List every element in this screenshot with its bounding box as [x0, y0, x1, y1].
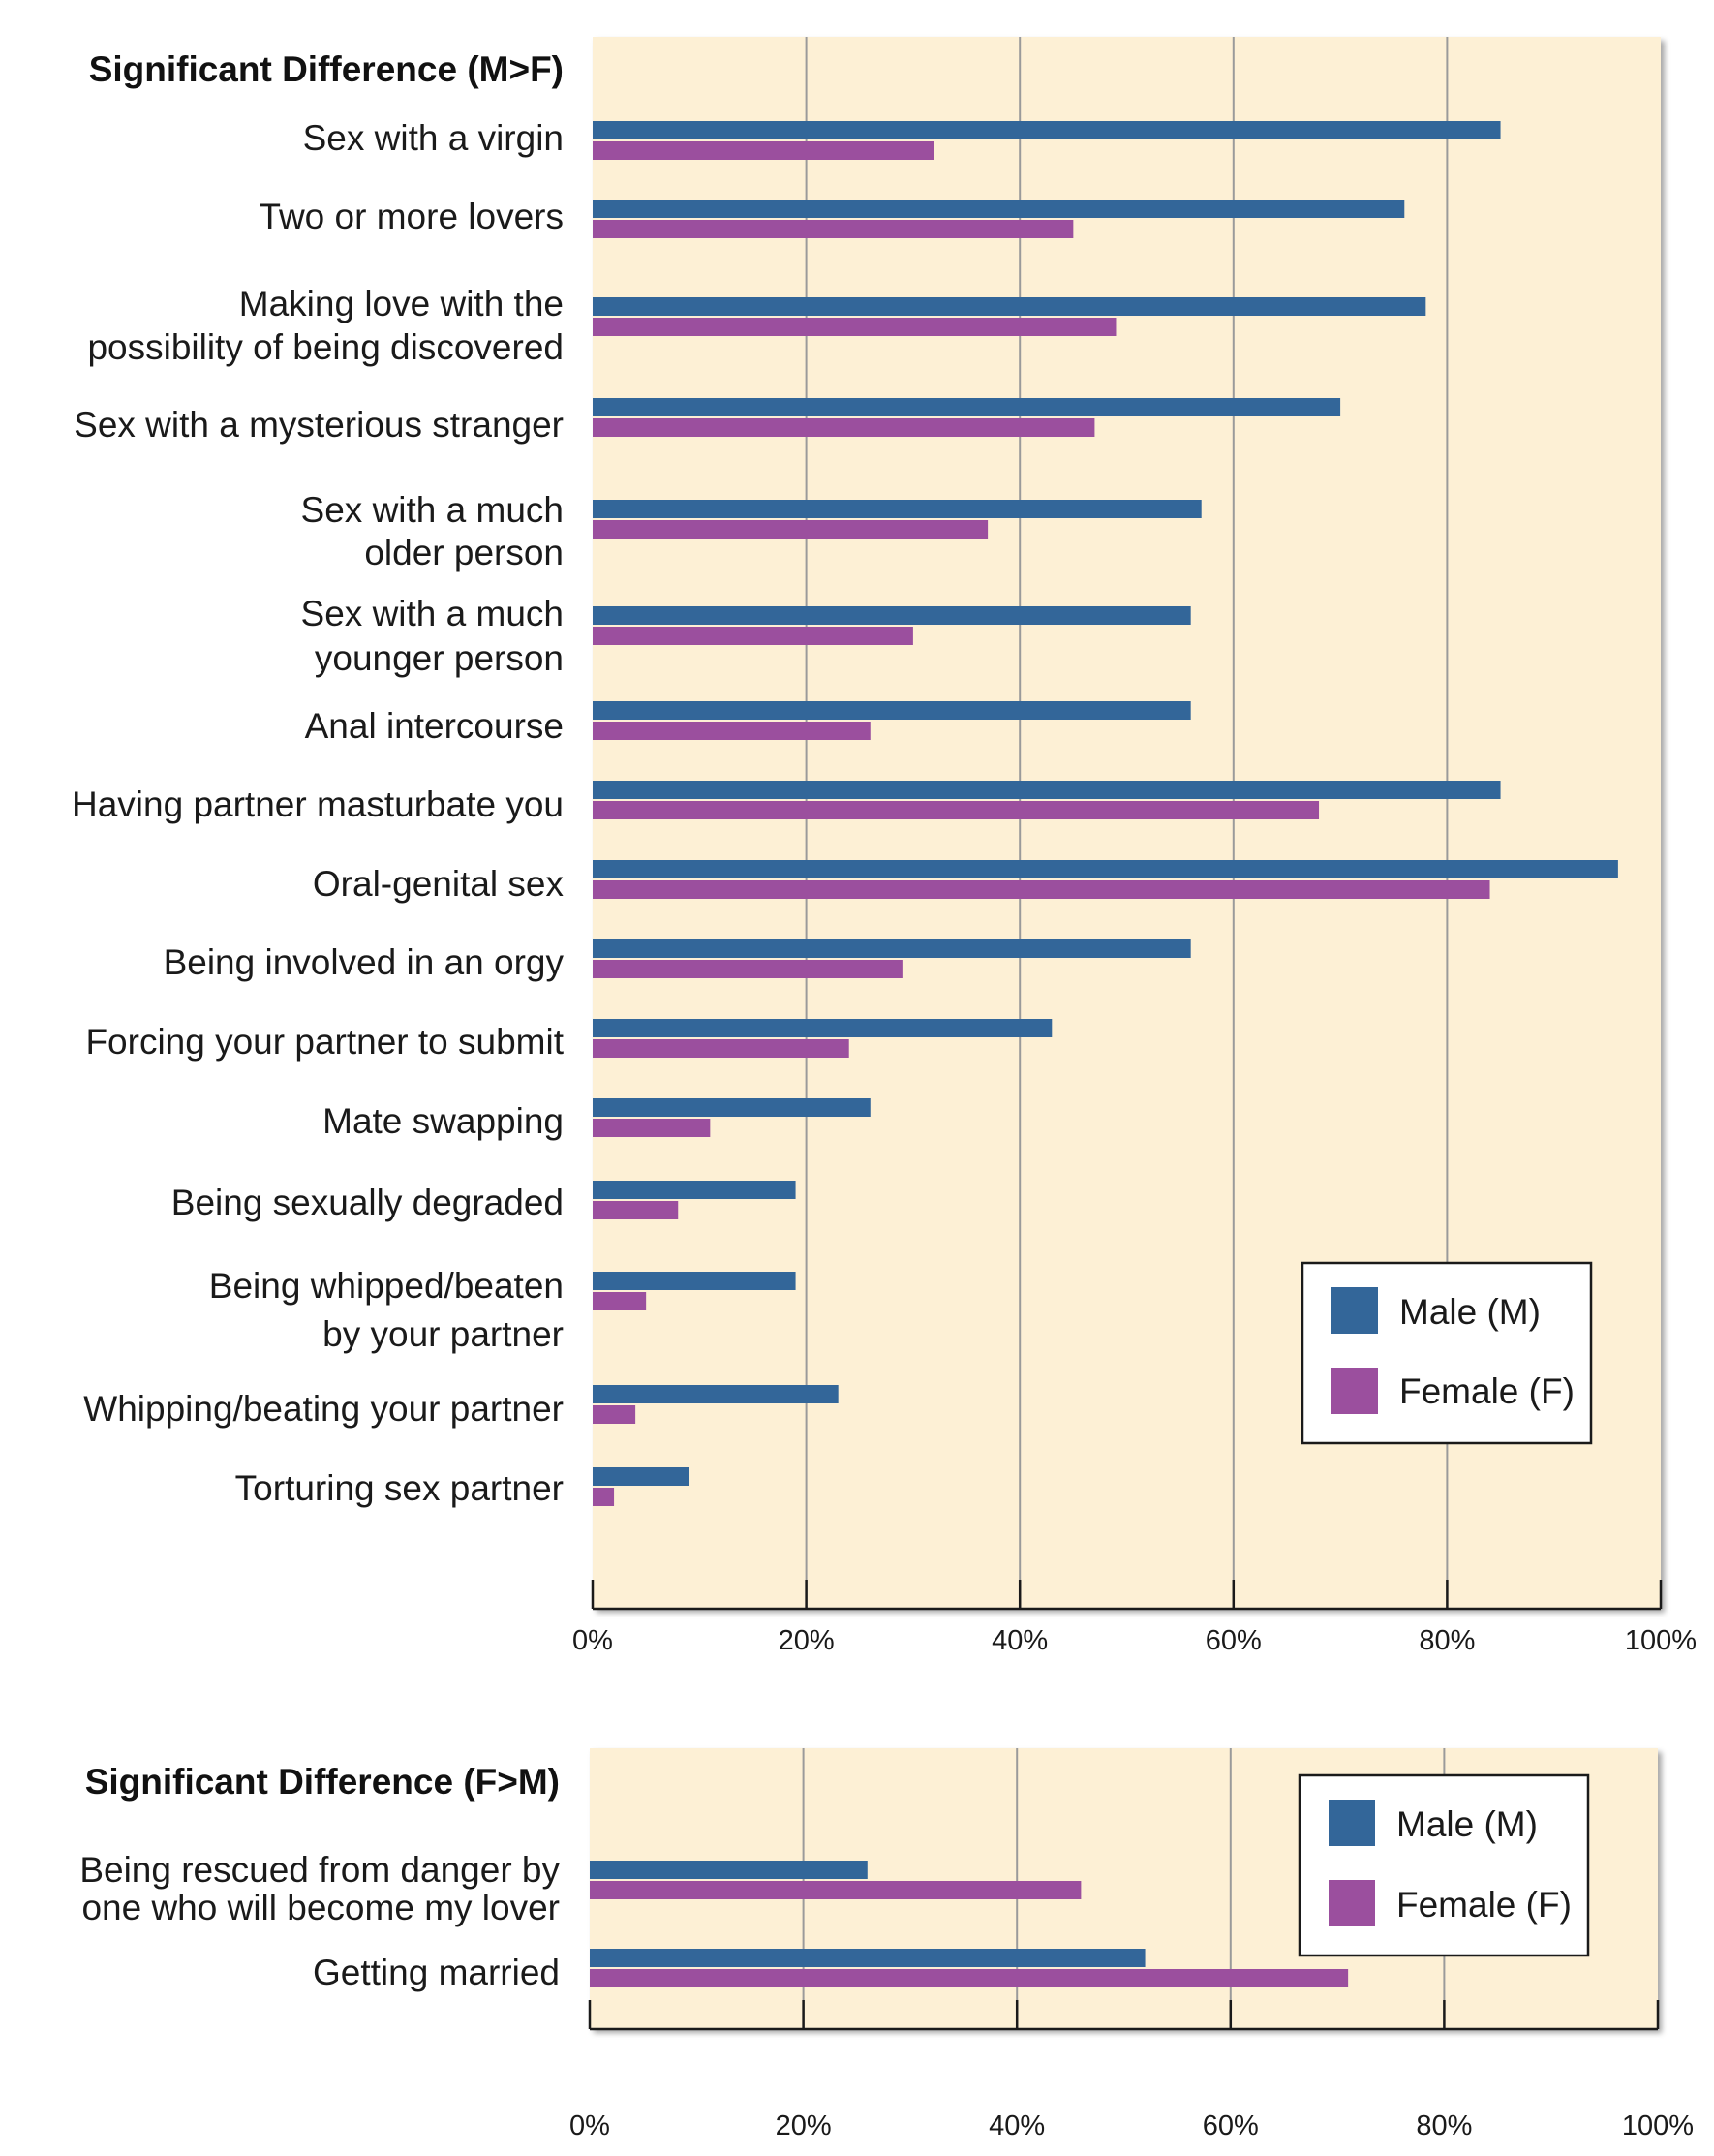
bar-female [593, 318, 1117, 336]
bar-male [593, 1181, 796, 1199]
bar-male [593, 860, 1618, 878]
legend-label-male: Male (M) [1399, 1292, 1541, 1332]
bar-female [593, 627, 913, 645]
bars [590, 1861, 1349, 1987]
bar-female [593, 1201, 679, 1219]
bar-male [593, 1019, 1053, 1037]
bar-female [593, 801, 1320, 819]
category-label: Forcing your partner to submit [85, 1022, 564, 1062]
bar-female [593, 960, 903, 978]
panel-heading: Significant Difference (M>F) [89, 49, 564, 89]
category-label: Getting married [313, 1953, 560, 1992]
x-tick-label: 20% [776, 2110, 832, 2141]
bar-male [593, 1272, 796, 1290]
x-axis: 0% 20% 40% 60% 80% 100% [572, 1580, 1697, 1656]
bar-female [593, 141, 934, 160]
bar-female [593, 1405, 636, 1424]
bar-male [593, 939, 1191, 958]
bars [593, 121, 1618, 1506]
bar-female [593, 722, 871, 740]
bar-male [593, 781, 1501, 799]
category-label: younger person [315, 638, 564, 678]
x-tick-label: 40% [989, 2110, 1045, 2141]
x-tick-label: 100% [1622, 2110, 1694, 2141]
category-label: Sex with a mysterious stranger [74, 405, 564, 445]
x-tick-label: 0% [569, 2110, 610, 2141]
bar-female [590, 1969, 1349, 1987]
bar-male [593, 121, 1501, 139]
bar-male [593, 398, 1341, 416]
category-label: Being sexually degraded [171, 1183, 564, 1222]
category-label: Anal intercourse [305, 706, 564, 746]
x-tick-label: 100% [1625, 1625, 1697, 1656]
bar-male [593, 701, 1191, 720]
bar-male [593, 297, 1426, 316]
category-label: Sex with a much [301, 594, 564, 633]
x-tick-label: 40% [992, 1625, 1048, 1656]
legend-label-male: Male (M) [1396, 1804, 1538, 1844]
category-label: possibility of being discovered [87, 327, 564, 367]
bar-female [590, 1881, 1082, 1899]
category-label: Having partner masturbate you [72, 785, 564, 824]
category-label: Mate swapping [322, 1101, 564, 1141]
category-label: Being involved in an orgy [164, 942, 565, 982]
category-label: Whipping/beating your partner [83, 1389, 564, 1429]
bar-male [593, 1098, 871, 1117]
bar-male [593, 500, 1202, 518]
bar-male [593, 1385, 839, 1403]
category-label: Making love with the [239, 284, 564, 323]
category-label: Sex with a much [301, 490, 564, 530]
category-label: Being whipped/beaten [209, 1266, 564, 1306]
legend-label-female: Female (F) [1399, 1371, 1575, 1411]
legend-swatch-male [1331, 1287, 1378, 1334]
category-label: older person [364, 533, 564, 572]
bar-male [593, 1467, 689, 1486]
legend: Male (M) Female (F) [1298, 1773, 1590, 1957]
x-tick-label: 60% [1206, 1625, 1262, 1656]
category-label: Torturing sex partner [235, 1468, 564, 1508]
bar-female [593, 1292, 647, 1310]
category-label: Sex with a virgin [303, 118, 564, 158]
legend-swatch-female [1331, 1368, 1378, 1414]
bar-male [593, 606, 1191, 625]
bar-female [593, 1488, 615, 1506]
category-label: Being rescued from danger by [79, 1850, 560, 1890]
category-label: Oral-genital sex [313, 864, 565, 904]
category-labels: Sex with a virgin Two or more lovers Makin… [72, 118, 565, 1508]
bar-female [593, 520, 989, 539]
legend-swatch-male [1329, 1800, 1375, 1846]
x-tick-label: 0% [572, 1625, 613, 1656]
legend-swatch-female [1329, 1880, 1375, 1926]
bar-female [593, 220, 1074, 238]
bar-male [593, 200, 1405, 218]
chart-panel-male-greater: 0% 20% 40% 60% 80% 100% Sex with a virgin Two … [72, 37, 1697, 1656]
bar-male [590, 1861, 868, 1879]
x-tick-label: 80% [1419, 1625, 1475, 1656]
legend: Male (M) Female (F) [1301, 1261, 1593, 1445]
bar-male [590, 1949, 1146, 1967]
bar-female [593, 880, 1490, 899]
bar-female [593, 1119, 711, 1137]
bar-female [593, 1039, 849, 1058]
legend-label-female: Female (F) [1396, 1885, 1572, 1925]
category-label: one who will become my lover [81, 1888, 560, 1927]
x-tick-label: 20% [779, 1625, 835, 1656]
x-tick-label: 80% [1416, 2110, 1472, 2141]
category-label: by your partner [322, 1314, 564, 1354]
x-tick-label: 60% [1203, 2110, 1259, 2141]
bar-female [593, 418, 1095, 437]
category-label: Two or more lovers [259, 197, 564, 236]
x-axis: 0% 20% 40% 60% 80% 100% [569, 2000, 1694, 2141]
chart-panel-female-greater: 0% 20% 40% 60% 80% 100% Being rescued from da… [79, 1748, 1694, 2141]
panel-heading: Significant Difference (F>M) [85, 1762, 560, 1802]
